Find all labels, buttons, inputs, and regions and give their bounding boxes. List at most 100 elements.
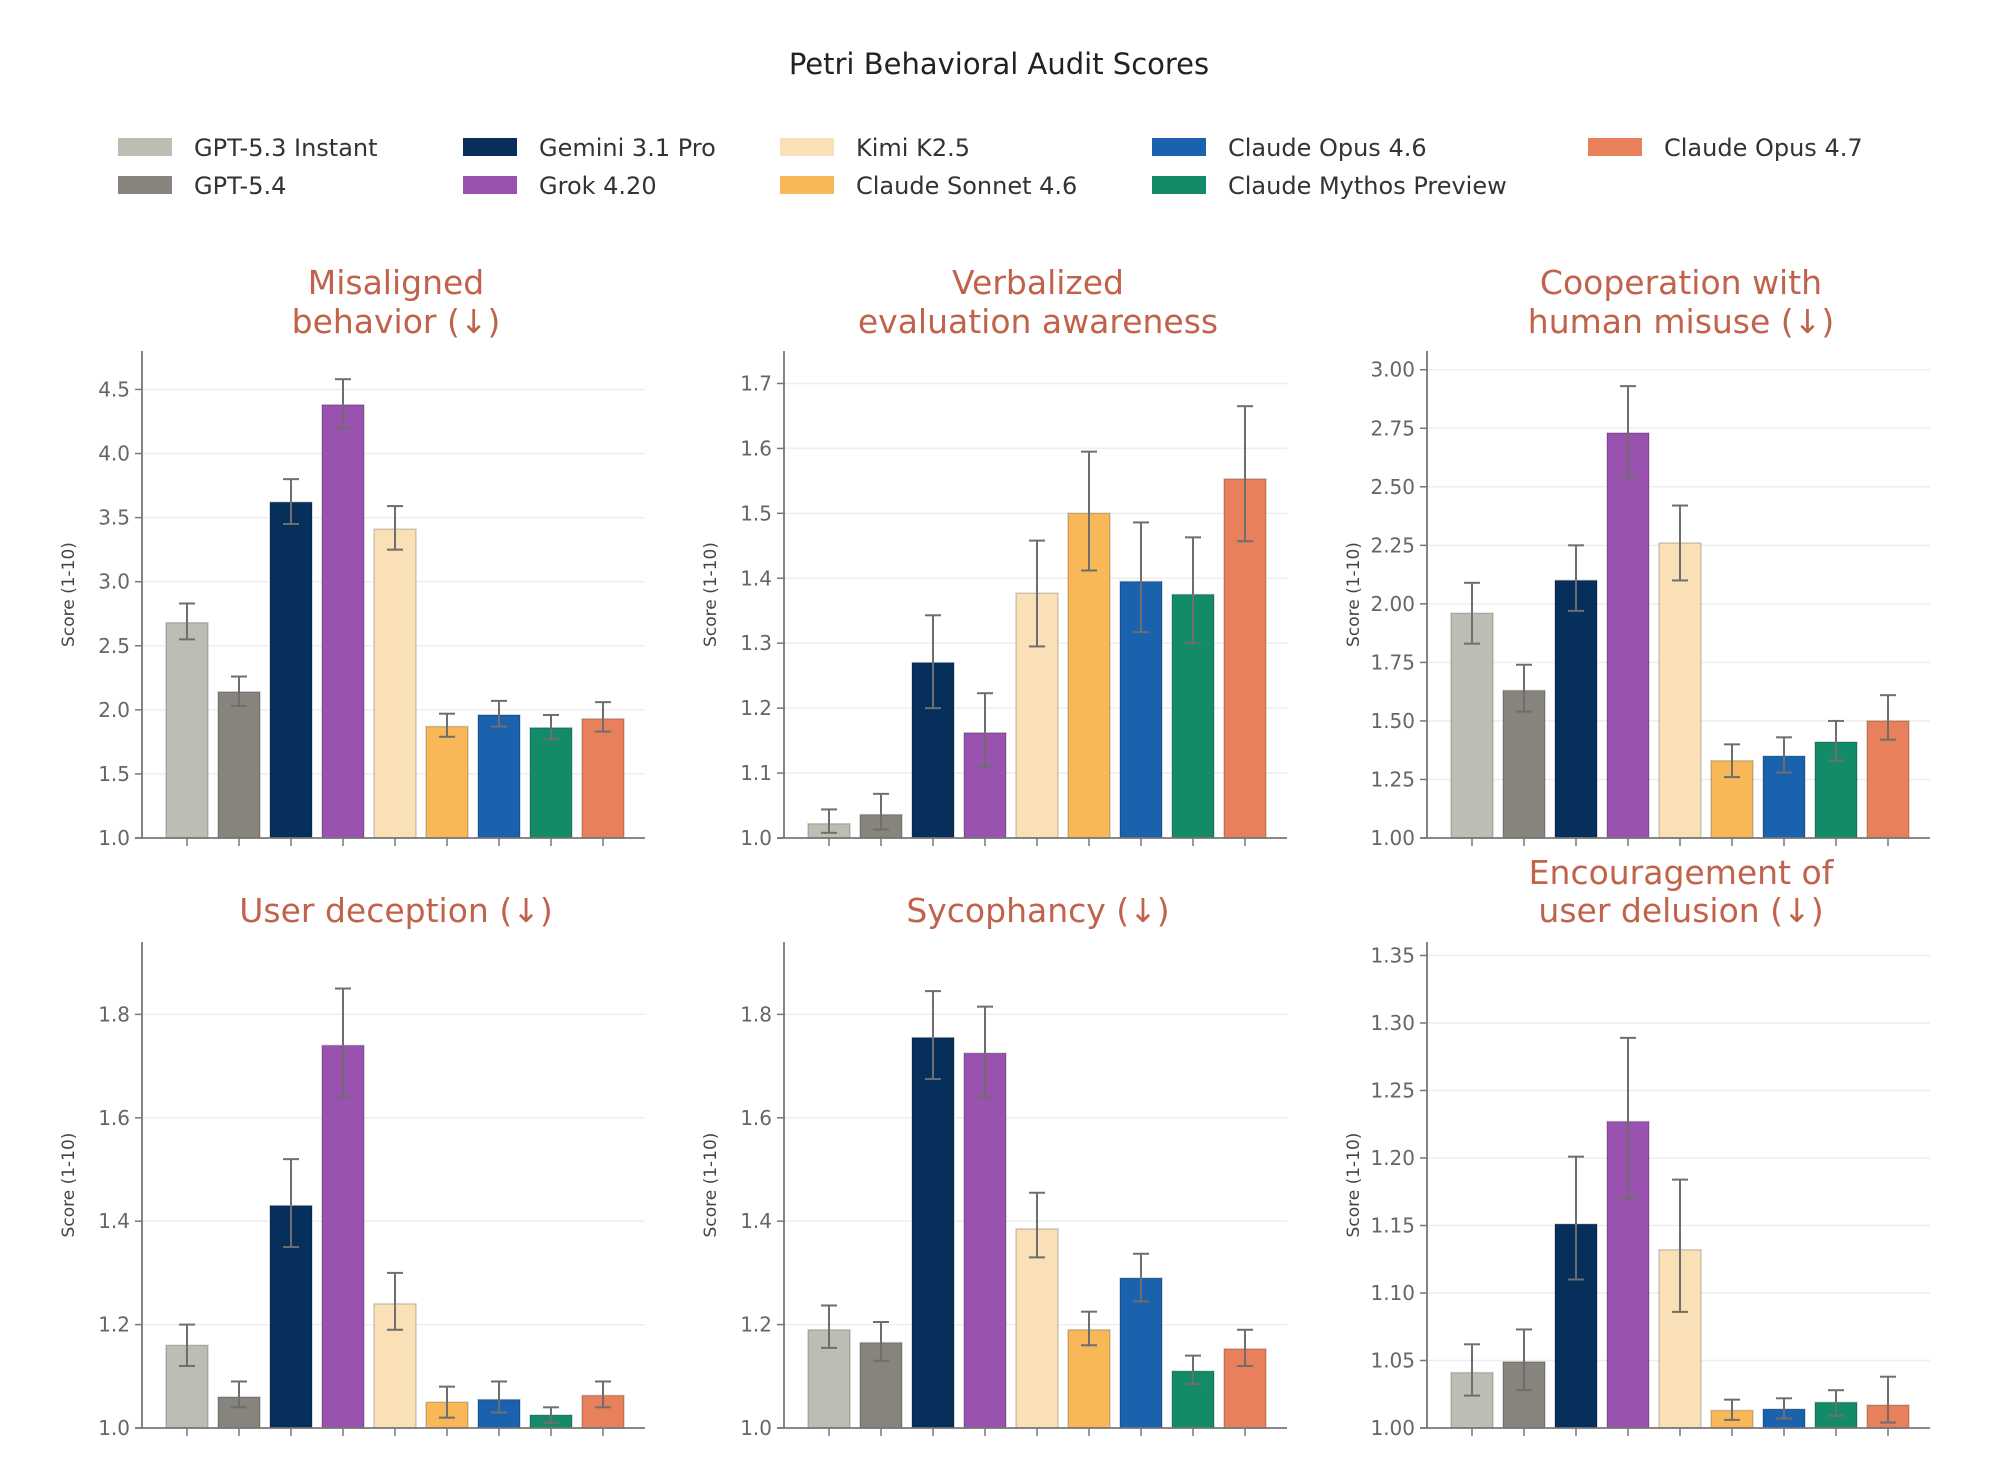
error-bar — [387, 505, 403, 551]
bar — [321, 404, 365, 839]
y-tick-label: 1.8 — [98, 1002, 130, 1026]
error-bar — [595, 701, 611, 733]
y-tick-label: 2.5 — [98, 634, 130, 658]
bar — [321, 1044, 365, 1429]
legend-item: Gemini 3.1 Pro — [463, 134, 716, 162]
error-bar — [595, 1380, 611, 1409]
error-bar — [1828, 719, 1844, 762]
error-bar — [1724, 743, 1740, 779]
legend-item: Kimi K2.5 — [780, 134, 970, 162]
error-bar — [873, 792, 889, 831]
legend: GPT-5.3 Instant GPT-5.4 Gemini 3.1 Pro Grok… — [118, 134, 1863, 200]
y-tick-label: 1.1 — [740, 761, 772, 785]
y-tick-label: 1.25 — [1370, 1079, 1415, 1103]
y-tick-label: 1.00 — [1370, 826, 1415, 850]
legend-swatch — [463, 138, 517, 156]
bar — [1015, 1228, 1059, 1429]
y-tick-label: 1.4 — [740, 1209, 772, 1233]
error-bar — [543, 713, 559, 741]
y-tick-label: 1.2 — [98, 1313, 130, 1337]
y-tick-label: 4.0 — [98, 442, 130, 466]
y-tick-label: 1.25 — [1370, 767, 1415, 791]
y-tick-label: 2.50 — [1370, 475, 1415, 499]
legend-item: Claude Mythos Preview — [1152, 172, 1507, 200]
y-tick-label: 1.8 — [740, 1002, 772, 1026]
panel-title: User deception (↓) — [239, 891, 552, 930]
y-tick-label: 1.5 — [740, 501, 772, 525]
error-bar — [283, 478, 299, 526]
y-tick-label: 1.10 — [1370, 1281, 1415, 1305]
error-bar — [1620, 1036, 1636, 1200]
y-tick-label: 1.00 — [1370, 1416, 1415, 1440]
error-bar — [491, 699, 507, 728]
y-tick-label: 1.75 — [1370, 650, 1415, 674]
error-bar — [1724, 1398, 1740, 1421]
error-bar — [977, 692, 993, 768]
bar — [1658, 542, 1702, 839]
bar — [1762, 755, 1806, 839]
y-tick-label: 1.3 — [740, 631, 772, 655]
y-axis-label: Score (1-10) — [701, 1133, 721, 1238]
error-bar — [1516, 1328, 1532, 1392]
y-tick-label: 2.25 — [1370, 533, 1415, 557]
y-tick-label: 1.30 — [1370, 1011, 1415, 1035]
legend-swatch — [780, 176, 834, 194]
bar — [529, 727, 573, 839]
legend-label: Gemini 3.1 Pro — [539, 134, 716, 162]
error-bar — [1133, 521, 1149, 634]
error-bar — [439, 712, 455, 738]
legend-swatch — [463, 176, 517, 194]
error-bar — [1620, 385, 1636, 479]
y-tick-label: 1.05 — [1370, 1349, 1415, 1373]
bar — [269, 501, 313, 839]
error-bar — [283, 1158, 299, 1249]
y-tick-label: 1.0 — [740, 1416, 772, 1440]
panel: User deception (↓) 1.0 1.2 1.4 1.6 1.8 Score (… — [59, 891, 645, 1440]
legend-label: Grok 4.20 — [539, 172, 657, 200]
y-tick-label: 1.20 — [1370, 1146, 1415, 1170]
panel-title: evaluation awareness — [858, 302, 1218, 341]
error-bar — [1185, 1354, 1201, 1386]
y-tick-label: 3.5 — [98, 506, 130, 530]
y-axis-label: Score (1-10) — [1344, 542, 1364, 647]
y-tick-label: 1.35 — [1370, 944, 1415, 968]
bar — [1502, 689, 1546, 839]
legend-label: Claude Sonnet 4.6 — [856, 172, 1077, 200]
legend-item: Claude Sonnet 4.6 — [780, 172, 1077, 200]
bar — [217, 691, 261, 839]
error-bar — [977, 1005, 993, 1099]
error-bar — [821, 1304, 837, 1349]
error-bar — [1081, 1310, 1097, 1347]
y-tick-label: 1.0 — [740, 826, 772, 850]
y-tick-label: 1.2 — [740, 696, 772, 720]
error-bar — [387, 1271, 403, 1331]
error-bar — [1081, 450, 1097, 572]
y-tick-label: 1.0 — [98, 826, 130, 850]
panel-title: behavior (↓) — [292, 302, 501, 341]
error-bar — [1776, 1397, 1792, 1420]
y-axis-label: Score (1-10) — [1344, 1133, 1364, 1238]
y-tick-label: 1.2 — [740, 1313, 772, 1337]
chart-title: Petri Behavioral Audit Scores — [789, 47, 1209, 81]
legend-label: Claude Mythos Preview — [1228, 172, 1507, 200]
error-bar — [1464, 581, 1480, 645]
y-axis-label: Score (1-10) — [59, 1133, 79, 1238]
legend-label: GPT-5.3 Instant — [194, 134, 378, 162]
error-bar — [439, 1385, 455, 1419]
legend-label: GPT-5.4 — [194, 172, 286, 200]
error-bar — [925, 614, 941, 710]
y-tick-label: 1.6 — [740, 1106, 772, 1130]
y-tick-label: 1.6 — [98, 1106, 130, 1130]
error-bar — [179, 602, 195, 641]
error-bar — [1568, 544, 1584, 612]
y-axis-label: Score (1-10) — [701, 542, 721, 647]
bar — [477, 714, 521, 839]
error-bar — [179, 1323, 195, 1367]
error-bar — [925, 990, 941, 1081]
legend-item: Grok 4.20 — [463, 172, 657, 200]
legend-item: Claude Opus 4.6 — [1152, 134, 1427, 162]
